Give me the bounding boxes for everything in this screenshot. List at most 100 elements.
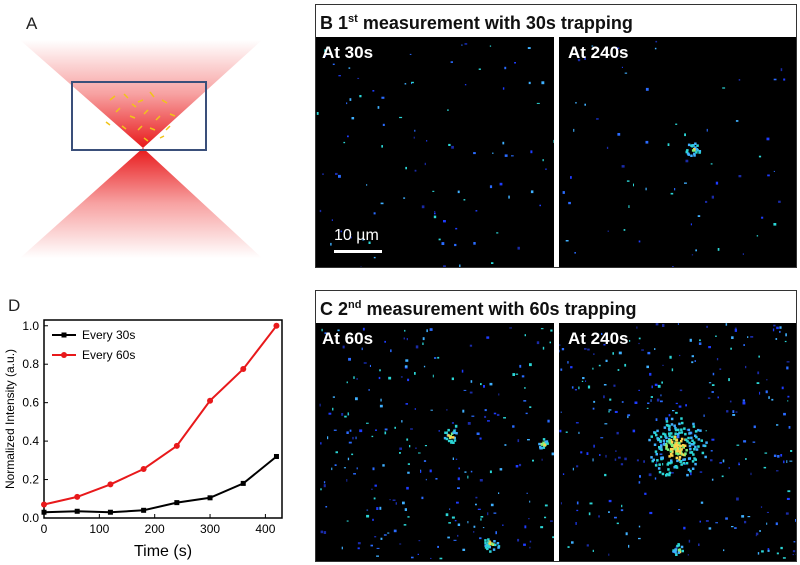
speckle <box>758 355 760 358</box>
speckle <box>715 522 718 524</box>
speckle <box>378 376 381 380</box>
cluster-speckle <box>543 443 546 447</box>
speckle <box>775 338 778 340</box>
speckle <box>529 406 532 408</box>
speckle <box>376 507 379 510</box>
speckle <box>609 398 612 401</box>
data-point <box>141 507 147 513</box>
cluster-speckle <box>680 431 684 434</box>
cluster-speckle <box>669 448 673 451</box>
speckle <box>675 123 678 125</box>
speckle <box>469 344 473 347</box>
cluster-speckle <box>662 432 665 436</box>
cluster-speckle <box>670 443 674 447</box>
speckle <box>785 512 789 515</box>
speckle <box>346 520 349 522</box>
speckle <box>371 488 373 490</box>
cluster-speckle <box>484 546 488 549</box>
speckle <box>790 450 793 452</box>
speckle <box>572 467 574 471</box>
speckle <box>362 239 365 241</box>
speckle <box>456 501 459 504</box>
cluster-speckle <box>678 431 681 434</box>
speckle <box>648 473 652 477</box>
speckle <box>479 479 483 482</box>
speckle <box>684 133 686 137</box>
cluster-speckle <box>484 539 487 542</box>
speckle <box>571 386 574 389</box>
speckle <box>524 387 526 389</box>
speckle <box>650 396 653 398</box>
speckle <box>393 529 397 533</box>
speckle <box>483 385 485 388</box>
speckle <box>323 531 327 534</box>
speckle <box>561 348 565 351</box>
speckle <box>747 516 751 518</box>
speckle <box>404 329 406 332</box>
trapping-diagram <box>20 40 262 258</box>
speckle <box>418 540 421 542</box>
cluster-speckle <box>699 429 702 432</box>
speckle <box>455 458 458 460</box>
speckle <box>489 382 493 386</box>
cluster-speckle <box>667 461 670 465</box>
speckle <box>332 396 335 398</box>
speckle <box>616 522 619 525</box>
cluster-speckle <box>668 471 672 475</box>
speckle <box>421 205 425 209</box>
speckle <box>479 537 482 540</box>
speckle <box>372 518 374 521</box>
speckle <box>562 191 565 194</box>
speckle <box>655 323 659 326</box>
cluster-speckle <box>670 461 673 464</box>
speckle <box>755 534 757 537</box>
speckle <box>723 549 725 552</box>
speckle <box>776 424 779 426</box>
speckle <box>608 553 610 556</box>
speckle <box>482 527 485 529</box>
speckle <box>467 475 469 479</box>
cluster-speckle <box>668 439 671 442</box>
speckle <box>604 473 607 477</box>
speckle <box>594 46 597 49</box>
speckle <box>480 518 482 521</box>
speckle <box>605 454 607 458</box>
cluster-speckle <box>677 551 681 554</box>
speckle <box>708 382 712 384</box>
speckle <box>496 413 500 416</box>
panel-b-divider <box>554 37 559 267</box>
speckle <box>451 422 454 424</box>
speckle <box>691 361 694 364</box>
data-point <box>74 493 81 500</box>
cluster-speckle <box>675 438 679 442</box>
speckle <box>750 472 752 476</box>
cluster-speckle <box>685 462 689 465</box>
speckle <box>675 546 678 549</box>
speckle <box>712 372 715 376</box>
speckle <box>470 470 473 473</box>
speckle <box>621 165 625 168</box>
cluster-speckle <box>660 445 663 449</box>
speckle <box>779 326 782 329</box>
speckle <box>512 373 515 376</box>
cluster-speckle <box>703 444 707 448</box>
speckle <box>454 424 458 428</box>
speckle <box>636 459 639 462</box>
speckle <box>523 400 527 402</box>
cluster-speckle <box>692 453 695 456</box>
speckle <box>551 452 555 456</box>
speckle <box>600 437 604 439</box>
speckle <box>356 467 358 470</box>
cluster-speckle <box>673 445 677 449</box>
cluster-speckle <box>650 435 653 438</box>
speckle <box>608 410 610 413</box>
cluster-speckle <box>685 150 688 154</box>
speckle <box>603 395 605 399</box>
speckle <box>347 135 349 138</box>
speckle <box>560 368 563 371</box>
speckle <box>717 248 720 251</box>
speckle <box>582 377 585 380</box>
speckle <box>423 460 427 462</box>
speckle <box>567 361 569 364</box>
cluster-speckle <box>671 454 674 457</box>
